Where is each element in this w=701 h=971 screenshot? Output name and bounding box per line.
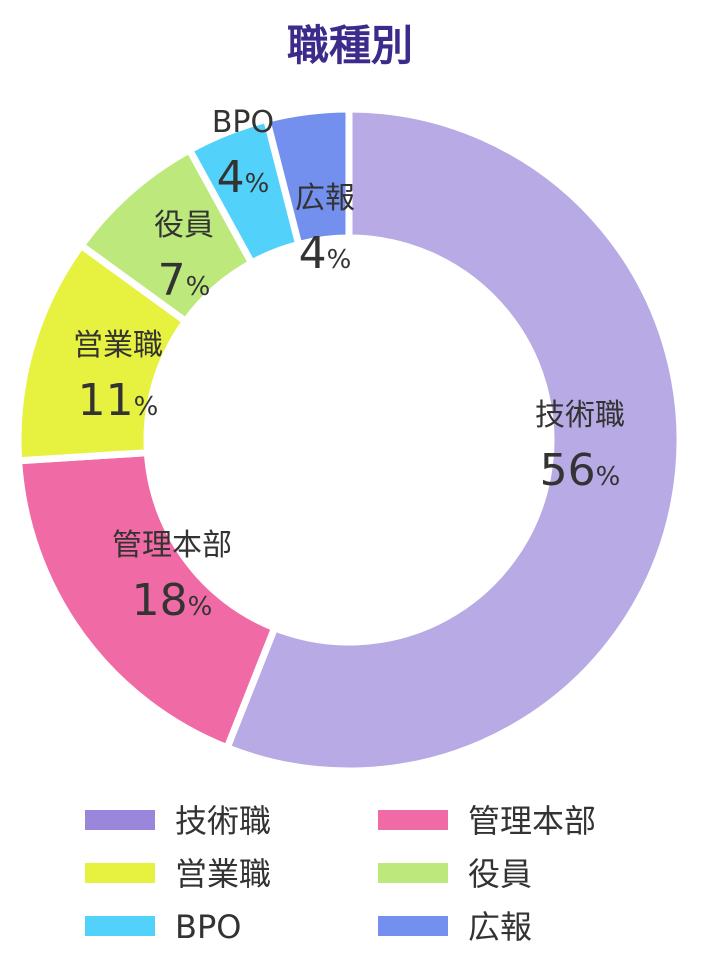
- legend-label-1: 技術職: [175, 802, 271, 840]
- slice-label-5: BPO: [212, 105, 274, 140]
- slice-label-2: 管理本部: [112, 528, 232, 563]
- donut-slices: [14, 105, 684, 775]
- legend-swatch-1: [85, 810, 155, 830]
- legend-swatch-2: [378, 810, 448, 830]
- slice-label-1: 技術職: [535, 398, 625, 433]
- slice-2: [15, 449, 279, 752]
- legend-swatch-3: [85, 863, 155, 883]
- legend-swatch-6: [378, 916, 448, 936]
- legend-label-4: 役員: [468, 855, 532, 893]
- legend-swatch-5: [85, 916, 155, 936]
- legend-label-6: 広報: [468, 908, 532, 946]
- chart-title: 職種別: [287, 21, 413, 70]
- legend-label-3: 営業職: [175, 855, 271, 893]
- slice-1: [223, 105, 684, 775]
- slice-label-3: 営業職: [73, 328, 163, 363]
- slice-label-6: 広報: [295, 181, 355, 216]
- legend-swatch-4: [378, 863, 448, 883]
- slice-6: [263, 105, 353, 248]
- legend-label-2: 管理本部: [468, 802, 596, 840]
- legend-label-5: BPO: [175, 908, 241, 946]
- slice-label-4: 役員: [154, 208, 214, 243]
